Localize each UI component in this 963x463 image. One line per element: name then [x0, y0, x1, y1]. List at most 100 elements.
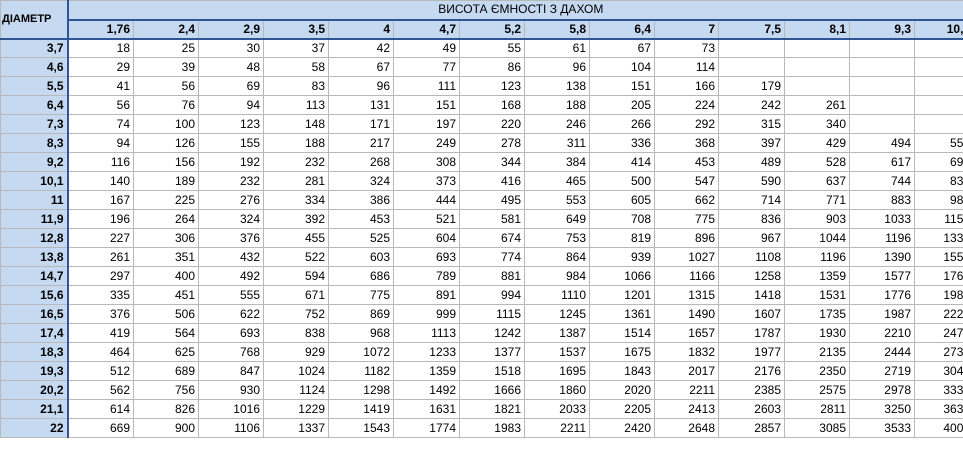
- table-cell[interactable]: [718, 38, 785, 58]
- table-cell[interactable]: 2719: [849, 361, 915, 381]
- table-cell[interactable]: 512: [67, 361, 134, 381]
- table-cell[interactable]: 281: [263, 171, 329, 191]
- table-cell[interactable]: 30: [198, 38, 264, 58]
- table-cell[interactable]: 1196: [849, 228, 915, 248]
- table-cell[interactable]: 1821: [459, 399, 525, 419]
- table-cell[interactable]: 1514: [589, 323, 655, 343]
- table-cell[interactable]: 744: [849, 171, 915, 191]
- table-cell[interactable]: 100: [133, 114, 199, 134]
- table-cell[interactable]: 311: [524, 133, 590, 153]
- table-cell[interactable]: 1492: [393, 380, 460, 400]
- table-cell[interactable]: 930: [198, 380, 264, 400]
- table-cell[interactable]: 86: [459, 57, 525, 77]
- table-cell[interactable]: 939: [589, 247, 655, 267]
- table-cell[interactable]: 838: [263, 323, 329, 343]
- height-header-cell[interactable]: 6,4: [589, 19, 655, 40]
- table-cell[interactable]: 1577: [849, 266, 915, 286]
- table-cell[interactable]: 49: [393, 38, 460, 58]
- table-cell[interactable]: 2033: [524, 399, 590, 419]
- table-cell[interactable]: 1860: [524, 380, 590, 400]
- table-cell[interactable]: 562: [67, 380, 134, 400]
- table-cell[interactable]: 832: [913, 171, 963, 191]
- table-cell[interactable]: [849, 76, 915, 96]
- table-cell[interactable]: 324: [198, 209, 264, 229]
- table-cell[interactable]: 41: [67, 76, 134, 96]
- table-cell[interactable]: 335: [67, 285, 134, 305]
- table-cell[interactable]: [913, 114, 963, 134]
- table-cell[interactable]: 232: [263, 152, 329, 172]
- height-header-cell[interactable]: 9,3: [849, 19, 915, 40]
- table-cell[interactable]: 1115: [459, 304, 525, 324]
- table-cell[interactable]: 444: [393, 190, 460, 210]
- table-cell[interactable]: 547: [654, 171, 719, 191]
- table-cell[interactable]: 900: [133, 418, 199, 438]
- diameter-cell[interactable]: 9,2: [0, 152, 69, 172]
- table-cell[interactable]: 1387: [524, 323, 590, 343]
- table-cell[interactable]: 1419: [328, 399, 394, 419]
- table-cell[interactable]: 903: [784, 209, 850, 229]
- table-cell[interactable]: 297: [67, 266, 134, 286]
- table-cell[interactable]: 521: [393, 209, 460, 229]
- table-cell[interactable]: 464: [67, 342, 134, 362]
- table-cell[interactable]: 56: [133, 76, 199, 96]
- table-cell[interactable]: 278: [459, 133, 525, 153]
- table-cell[interactable]: 1182: [328, 361, 394, 381]
- table-cell[interactable]: 691: [913, 152, 963, 172]
- table-cell[interactable]: 451: [133, 285, 199, 305]
- table-cell[interactable]: 131: [328, 95, 394, 115]
- table-cell[interactable]: 1156: [913, 209, 963, 229]
- table-cell[interactable]: 1657: [654, 323, 719, 343]
- table-cell[interactable]: 603: [328, 247, 394, 267]
- table-cell[interactable]: 1196: [784, 247, 850, 267]
- table-cell[interactable]: 113: [263, 95, 329, 115]
- table-cell[interactable]: [913, 57, 963, 77]
- table-cell[interactable]: 77: [393, 57, 460, 77]
- table-cell[interactable]: 315: [718, 114, 785, 134]
- table-cell[interactable]: [849, 38, 915, 58]
- table-cell[interactable]: 225: [133, 190, 199, 210]
- table-cell[interactable]: 2811: [784, 399, 850, 419]
- table-cell[interactable]: 2444: [849, 342, 915, 362]
- table-cell[interactable]: 336: [589, 133, 655, 153]
- height-header-cell[interactable]: 1,76: [67, 19, 134, 40]
- table-cell[interactable]: 268: [328, 152, 394, 172]
- table-cell[interactable]: 1987: [849, 304, 915, 324]
- table-cell[interactable]: 1390: [849, 247, 915, 267]
- table-cell[interactable]: 308: [393, 152, 460, 172]
- table-cell[interactable]: 522: [263, 247, 329, 267]
- table-cell[interactable]: 864: [524, 247, 590, 267]
- diameter-cell[interactable]: 4,6: [0, 57, 69, 77]
- table-cell[interactable]: 1027: [654, 247, 719, 267]
- table-cell[interactable]: 594: [263, 266, 329, 286]
- table-cell[interactable]: 1201: [589, 285, 655, 305]
- table-cell[interactable]: 555: [198, 285, 264, 305]
- table-cell[interactable]: 1631: [393, 399, 460, 419]
- table-cell[interactable]: 373: [393, 171, 460, 191]
- table-cell[interactable]: [849, 114, 915, 134]
- diameter-cell[interactable]: 7,3: [0, 114, 69, 134]
- diameter-cell[interactable]: 14,7: [0, 266, 69, 286]
- table-cell[interactable]: 525: [328, 228, 394, 248]
- table-cell[interactable]: 83: [263, 76, 329, 96]
- table-cell[interactable]: 1315: [654, 285, 719, 305]
- table-cell[interactable]: 968: [328, 323, 394, 343]
- table-cell[interactable]: 1233: [393, 342, 460, 362]
- table-cell[interactable]: 2603: [718, 399, 785, 419]
- table-cell[interactable]: 768: [198, 342, 264, 362]
- table-cell[interactable]: 671: [263, 285, 329, 305]
- table-cell[interactable]: 2135: [784, 342, 850, 362]
- table-cell[interactable]: [784, 38, 850, 58]
- table-cell[interactable]: 674: [459, 228, 525, 248]
- height-header-cell[interactable]: 5,8: [524, 19, 590, 40]
- table-cell[interactable]: 494: [849, 133, 915, 153]
- table-cell[interactable]: 753: [524, 228, 590, 248]
- table-cell[interactable]: 1537: [524, 342, 590, 362]
- table-cell[interactable]: 869: [328, 304, 394, 324]
- table-cell[interactable]: 419: [67, 323, 134, 343]
- table-cell[interactable]: 261: [67, 247, 134, 267]
- height-header-cell[interactable]: 3,5: [263, 19, 329, 40]
- table-cell[interactable]: 1361: [589, 304, 655, 324]
- height-header-cell[interactable]: 4,7: [393, 19, 460, 40]
- table-cell[interactable]: 2222: [913, 304, 963, 324]
- table-cell[interactable]: 2385: [718, 380, 785, 400]
